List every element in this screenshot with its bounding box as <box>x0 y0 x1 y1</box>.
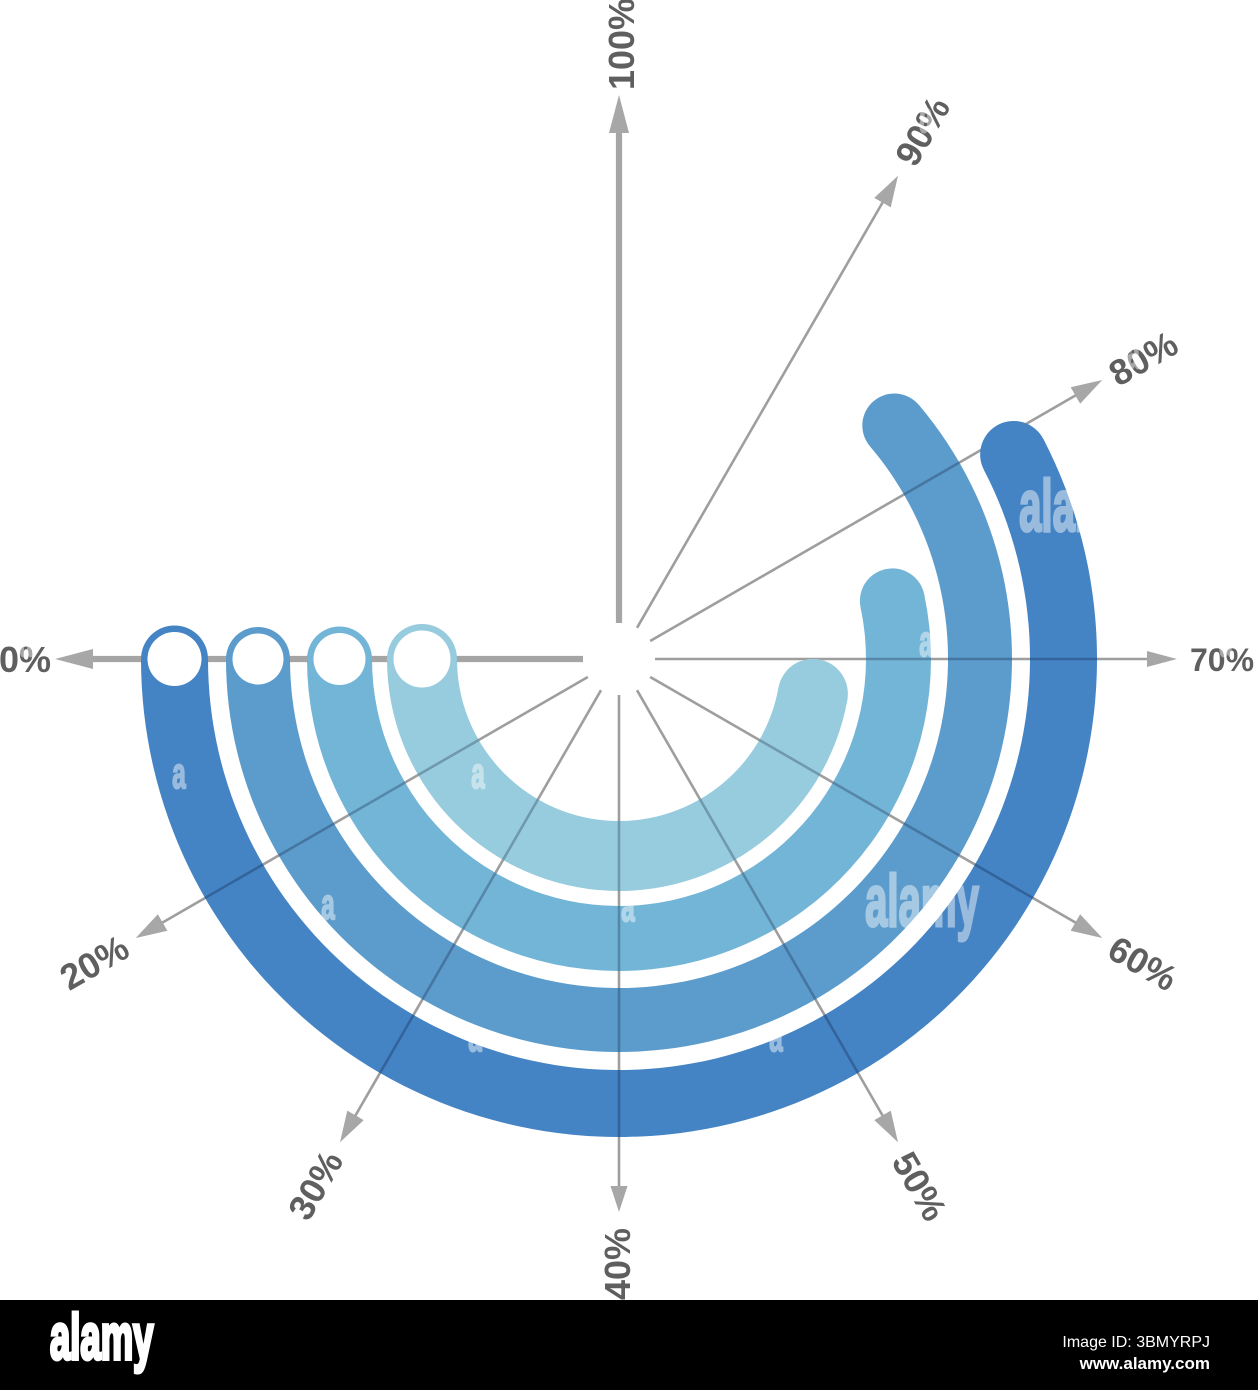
svg-text:a: a <box>321 879 335 929</box>
svg-text:a: a <box>468 1011 482 1061</box>
svg-text:Image ID: 3BMYRPJ: Image ID: 3BMYRPJ <box>1062 1334 1210 1351</box>
svg-text:a: a <box>19 616 33 666</box>
svg-text:40%: 40% <box>597 1228 638 1300</box>
svg-text:alamy: alamy <box>1019 467 1133 548</box>
svg-text:a: a <box>1126 328 1140 378</box>
svg-text:a: a <box>172 748 186 798</box>
svg-text:100%: 100% <box>601 0 642 90</box>
svg-text:a: a <box>919 616 933 666</box>
svg-text:a: a <box>621 881 635 931</box>
svg-text:a: a <box>769 1011 783 1061</box>
svg-text:a: a <box>919 92 933 142</box>
svg-text:www.alamy.com: www.alamy.com <box>1079 1354 1210 1373</box>
svg-text:10%: 10% <box>0 639 51 680</box>
svg-text:70%: 70% <box>1190 642 1254 678</box>
svg-text:a: a <box>1219 616 1233 666</box>
svg-text:a: a <box>471 748 485 798</box>
svg-text:alamy: alamy <box>50 1302 153 1373</box>
svg-text:alamy: alamy <box>865 862 979 943</box>
